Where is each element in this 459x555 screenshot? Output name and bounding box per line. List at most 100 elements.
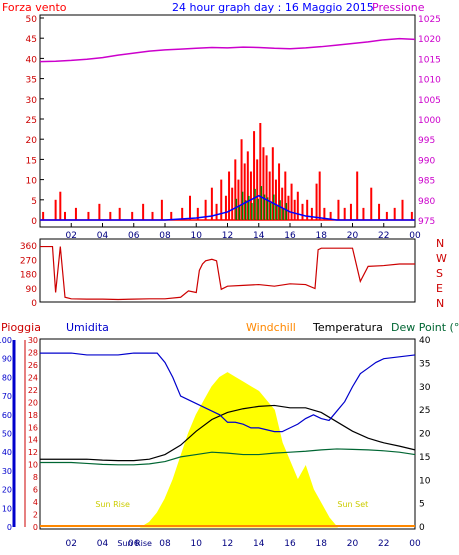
wind-layer: 0510152025303540455097598098599099510001… [26,15,442,241]
dewpoint-line [40,448,416,466]
sunset-marker: Sun Set [337,500,368,509]
hum-xtick-8: 18 [316,539,328,549]
wind-xtick-4: 10 [191,231,203,241]
pressure-ytick-1: 980 [418,197,435,207]
compass-s: S [436,267,443,280]
pioggia-ytick-14: 28 [28,348,38,357]
hum-ytick-4: 40 [2,448,12,457]
wind-xtick-11: 00 [409,231,421,241]
pioggia-ytick-11: 22 [28,386,38,395]
temp-ytick-8: 40 [419,336,431,346]
pioggia-ytick-1: 2 [33,511,38,520]
hum-ytick-3: 30 [2,467,12,476]
temp-ytick-6: 30 [419,383,431,393]
hum-xtick-1: 04 [97,539,109,549]
direction-layer: 0 90 180 270 360 [20,242,415,309]
hum-ytick-10: 100 [0,336,12,345]
compass-n-top: N [436,237,444,250]
dir-ytick-0: 0 [31,299,37,309]
wind-ytick-6: 30 [26,96,38,106]
dir-ytick-4: 360 [20,242,37,252]
wind-ytick-1: 5 [31,197,37,207]
compass-e: E [436,282,443,295]
pressure-title: Pressione [372,1,425,14]
wind-ytick-7: 35 [26,76,37,86]
pioggia-ytick-7: 14 [28,436,38,445]
hum-xtick-5: 12 [222,539,233,549]
pioggia-ytick-4: 8 [33,473,38,482]
dir-ytick-2: 180 [20,271,37,281]
windchill-label: Windchill [246,321,296,334]
wind-xtick-6: 14 [253,231,265,241]
temp-ytick-3: 15 [419,453,430,463]
sunrise-axis-label: Sun Rise [117,539,152,548]
compass-w: W [436,252,447,265]
wind-ytick-8: 40 [26,55,38,65]
humidity-plot-frame [39,338,416,530]
wind-ytick-0: 0 [31,217,37,227]
pioggia-ytick-12: 24 [28,373,38,382]
hum-xtick-6: 14 [253,539,265,549]
hum-xtick-4: 10 [191,539,203,549]
hum-ytick-5: 50 [2,430,12,439]
wind-plot-frame [39,14,416,228]
hum-xtick-3: 08 [159,539,171,549]
hum-ytick-0: 0 [7,523,12,532]
humidity-layer: 0102030405060708090100024681012141618202… [0,336,431,549]
dir-ytick-1: 90 [26,285,38,295]
pioggia-ytick-0: 0 [33,523,38,532]
hum-ytick-8: 80 [2,373,12,382]
humidity-line [40,352,416,433]
pressure-ytick-6: 1005 [418,96,441,106]
hum-xtick-2: 06 [128,539,140,549]
pioggia-ytick-8: 16 [28,423,38,432]
hum-xtick-11: 00 [409,539,421,549]
pioggia-ytick-10: 20 [28,398,38,407]
wind-xtick-8: 18 [316,231,328,241]
sunrise-marker: Sun Rise [95,500,130,509]
wind-xtick-3: 08 [159,231,171,241]
pressure-ytick-7: 1010 [418,76,441,86]
pioggia-ytick-15: 30 [28,336,38,345]
wind-ytick-10: 50 [26,15,38,25]
pressure-ytick-4: 995 [418,136,435,146]
compass-n-bottom: N [436,297,444,310]
hum-ytick-6: 60 [2,411,12,420]
wind-xtick-0: 02 [66,231,77,241]
wind-ytick-3: 15 [26,156,37,166]
solar-area [139,372,338,528]
pioggia-ytick-13: 26 [28,361,38,370]
hum-xtick-10: 22 [378,539,389,549]
pioggia-ytick-6: 12 [28,448,38,457]
wind-xtick-7: 16 [284,231,296,241]
hum-xtick-7: 16 [284,539,296,549]
hum-ytick-9: 90 [2,355,12,364]
direction-plot-frame [39,238,416,303]
wind-xtick-5: 12 [222,231,233,241]
wind-xtick-10: 22 [378,231,389,241]
wind-xtick-1: 04 [97,231,109,241]
hum-xtick-9: 20 [347,539,359,549]
temp-ytick-1: 5 [419,500,425,510]
pressure-ytick-3: 990 [418,156,435,166]
pressure-ytick-10: 1025 [418,15,441,25]
wind-ytick-2: 10 [26,177,38,187]
hum-ytick-1: 10 [2,504,12,513]
dir-ytick-3: 270 [20,256,37,266]
pressure-ytick-8: 1015 [418,55,441,65]
wind-speed-title: Forza vento [2,1,67,14]
temp-ytick-2: 10 [419,476,431,486]
pressure-ytick-0: 975 [418,217,435,227]
pressure-ytick-2: 985 [418,177,435,187]
temperatura-label: Temperatura [312,321,383,334]
temp-ytick-7: 35 [419,359,430,369]
day-title: 24 hour graph day : 16 Maggio 2015 [172,1,374,14]
hum-ytick-7: 70 [2,392,12,401]
wind-xtick-2: 06 [128,231,140,241]
hum-ytick-2: 20 [2,486,12,495]
wind-ytick-9: 45 [26,35,37,45]
temperature-line [40,404,416,462]
pioggia-label: Pioggia [1,321,41,334]
